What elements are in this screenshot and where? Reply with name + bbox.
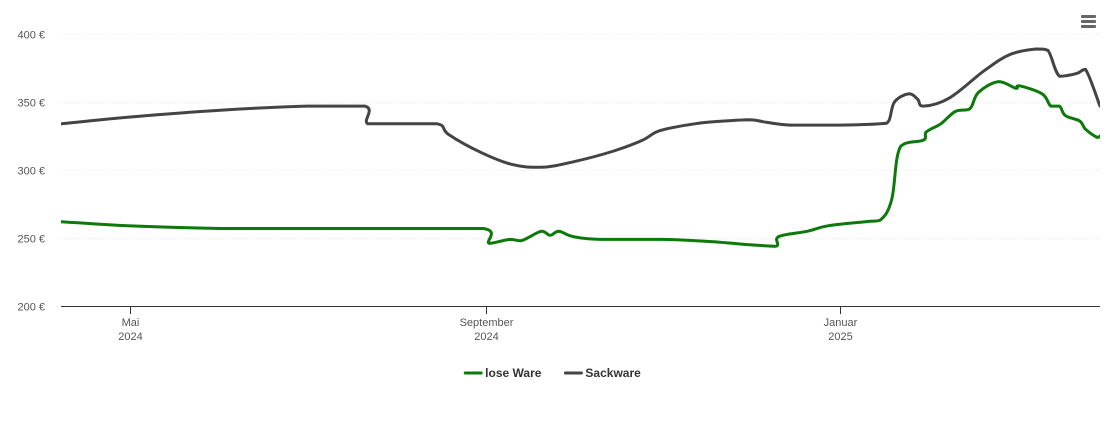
series-line [61,47,1100,169]
x-tick-label-year: 2024 [474,331,498,343]
x-tick-label: September [460,317,514,329]
x-tick-label: Januar [824,317,858,329]
series-layer [61,47,1100,248]
menu-icon [1081,15,1096,18]
grid-layer [61,34,1100,239]
y-tick-label: 200 € [17,302,45,314]
y-tick-label: 400 € [17,30,45,42]
y-tick-label: 300 € [17,166,45,178]
x-tick-label-year: 2025 [828,331,852,343]
chart-menu-button[interactable] [1076,12,1100,32]
legend: lose Ware Sackware [463,366,641,380]
legend-label: Sackware [585,366,641,380]
x-tick-label: Mai [122,317,140,329]
axis-layer: 200 € 250 € 300 € 350 € 400 € Mai 2024 Septembe… [17,30,1100,343]
y-tick-label: 250 € [17,234,45,246]
series-0 [61,80,1100,248]
y-tick-label: 350 € [17,98,45,110]
legend-label: lose Ware [485,366,542,380]
legend-item[interactable]: lose Ware [463,366,542,380]
series-line [61,80,1100,248]
series-1 [61,47,1100,169]
legend-item[interactable]: Sackware [563,366,641,380]
x-tick-label-year: 2024 [118,331,142,343]
